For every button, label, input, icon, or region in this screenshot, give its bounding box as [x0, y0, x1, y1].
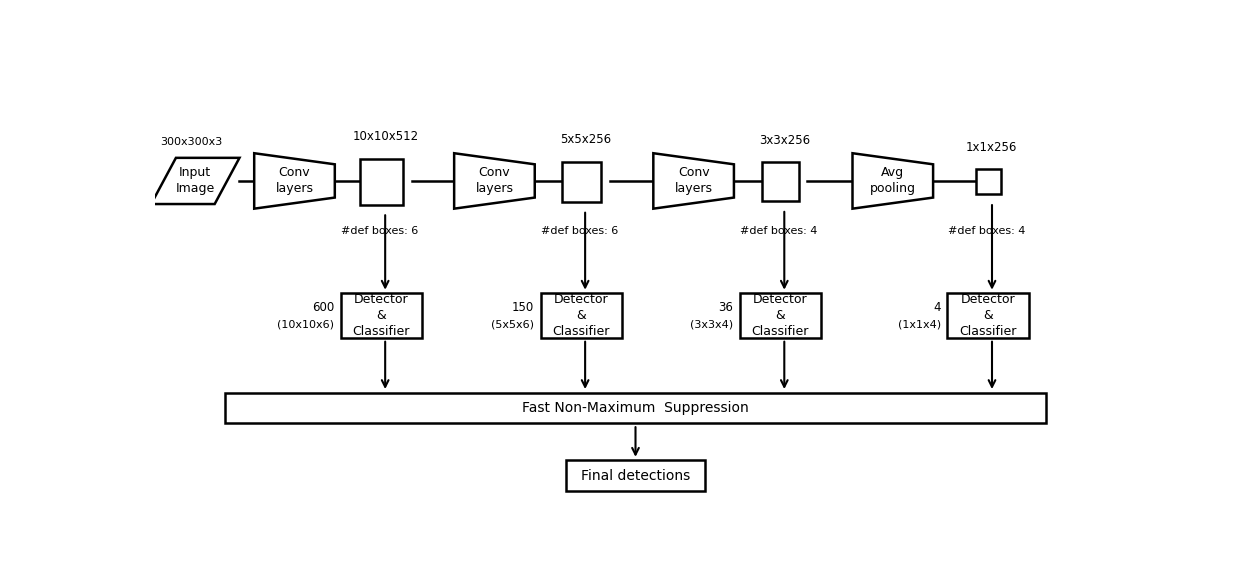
Text: Detector
&
Classifier: Detector & Classifier: [352, 293, 410, 338]
Text: #def boxes: 6: #def boxes: 6: [341, 226, 418, 236]
Bar: [770, 175, 787, 194]
Text: (10x10x6): (10x10x6): [278, 320, 335, 330]
Text: Final detections: Final detections: [580, 469, 691, 483]
Text: 1x1x256: 1x1x256: [966, 140, 1017, 154]
Text: Detector
&
Classifier: Detector & Classifier: [960, 293, 1017, 338]
Polygon shape: [254, 153, 335, 208]
Bar: [370, 171, 392, 195]
Bar: [541, 293, 622, 338]
Text: Conv
layers: Conv layers: [475, 166, 513, 195]
Text: Detector
&
Classifier: Detector & Classifier: [751, 293, 810, 338]
Text: (1x1x4): (1x1x4): [898, 320, 941, 330]
Bar: [567, 167, 595, 198]
Bar: [982, 177, 993, 188]
Text: (5x5x6): (5x5x6): [491, 320, 534, 330]
Bar: [365, 166, 397, 200]
Polygon shape: [151, 158, 239, 204]
Bar: [740, 293, 821, 338]
Text: Conv
layers: Conv layers: [675, 166, 713, 195]
Text: Conv
layers: Conv layers: [275, 166, 314, 195]
Bar: [761, 163, 799, 201]
Polygon shape: [653, 153, 734, 208]
Text: #def boxes: 6: #def boxes: 6: [541, 226, 619, 236]
Bar: [947, 293, 1029, 338]
Bar: [360, 159, 403, 204]
Bar: [224, 393, 1047, 424]
Text: 600: 600: [312, 301, 335, 315]
Text: (3x3x4): (3x3x4): [691, 320, 734, 330]
Polygon shape: [454, 153, 534, 208]
Text: 4: 4: [934, 301, 941, 315]
Text: #def boxes: 4: #def boxes: 4: [740, 226, 817, 236]
Text: 36: 36: [719, 301, 734, 315]
Text: Detector
&
Classifier: Detector & Classifier: [553, 293, 610, 338]
Text: Fast Non-Maximum  Suppression: Fast Non-Maximum Suppression: [522, 401, 749, 415]
Text: #def boxes: 4: #def boxes: 4: [947, 226, 1025, 236]
Text: 5x5x256: 5x5x256: [560, 133, 611, 146]
Bar: [562, 162, 600, 202]
Text: 10x10x512: 10x10x512: [353, 130, 419, 143]
Text: 3x3x256: 3x3x256: [759, 134, 810, 147]
Text: Avg
pooling: Avg pooling: [869, 166, 916, 195]
Bar: [978, 174, 996, 191]
Bar: [572, 172, 590, 193]
Text: 150: 150: [512, 301, 534, 315]
Polygon shape: [853, 153, 932, 208]
Bar: [341, 293, 422, 338]
Bar: [976, 168, 1001, 195]
Bar: [766, 169, 792, 198]
Text: 300x300x3: 300x300x3: [160, 137, 222, 147]
Text: Input
Image: Input Image: [176, 166, 215, 195]
Bar: [565, 460, 706, 491]
